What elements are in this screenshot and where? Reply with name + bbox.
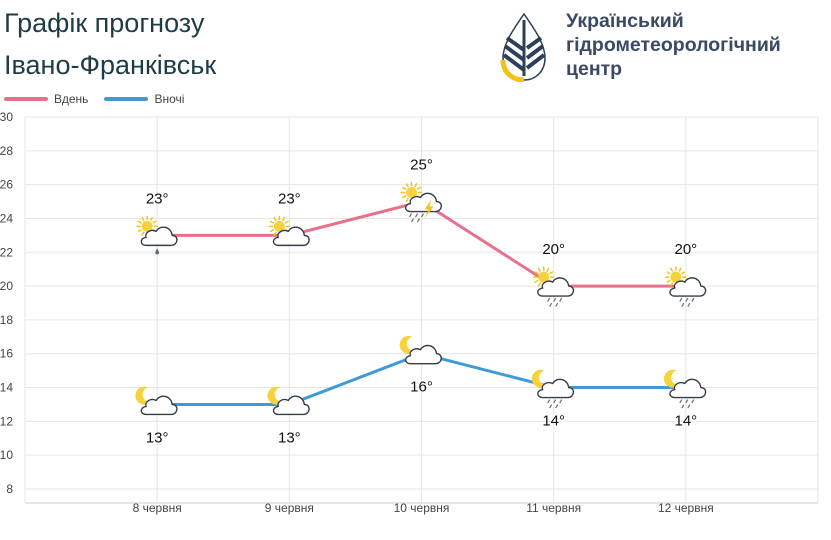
y-tick-label: 28 (0, 144, 13, 158)
day-temp-label: 23° (278, 190, 301, 207)
legend-swatch-night (104, 97, 149, 101)
chart-legend: Вдень Вночі (4, 92, 200, 106)
org-line: центр (566, 58, 623, 80)
sun-cloud-thunder-rain-icon (400, 181, 442, 223)
org-line: Український (566, 10, 684, 32)
x-tick-label: 10 червня (394, 501, 450, 515)
y-tick-label: 12 (0, 414, 13, 428)
moon-cloud-icon (267, 386, 310, 416)
legend-swatch-day (4, 97, 48, 101)
city-name: Івано-Франківськ (4, 50, 217, 80)
night-temp-label: 14° (542, 413, 565, 430)
org-line: гідрометеорологічний (566, 34, 781, 56)
y-tick-label: 24 (0, 211, 13, 225)
legend-item-night[interactable]: Вночі (104, 92, 184, 106)
y-tick-label: 8 (6, 482, 13, 496)
sun-cloud-drizzle-icon (136, 215, 178, 255)
moon-cloud-rain-icon (664, 369, 707, 409)
day-temp-label: 20° (674, 241, 697, 258)
y-tick-label: 18 (0, 313, 13, 327)
y-tick-label: 22 (0, 245, 13, 259)
sun-cloud-rain-icon (532, 266, 575, 307)
legend-label-day: Вдень (54, 92, 89, 106)
x-tick-label: 9 червня (265, 501, 314, 515)
night-temp-label: 13° (146, 429, 169, 446)
day-temp-label: 20° (542, 241, 565, 258)
y-tick-label: 14 (0, 381, 13, 395)
moon-cloud-icon (135, 386, 178, 416)
night-temp-label: 14° (674, 413, 697, 430)
moon-cloud-icon (399, 335, 442, 365)
y-tick-label: 26 (0, 178, 13, 192)
legend-item-day[interactable]: Вдень (4, 92, 88, 106)
night-temp-label: 13° (278, 429, 301, 446)
x-tick-label: 8 червня (133, 501, 182, 515)
x-tick-label: 11 червня (526, 501, 581, 515)
y-tick-label: 20 (0, 279, 13, 293)
day-temp-label: 25° (410, 157, 433, 174)
y-tick-label: 30 (0, 110, 13, 124)
organization-name: Український гідрометеорологічний центр (566, 9, 781, 81)
grid-lines (24, 116, 819, 504)
day-temp-label: 23° (146, 190, 169, 207)
x-tick-label: 12 червня (658, 501, 714, 515)
moon-cloud-rain-icon (531, 369, 575, 409)
y-tick-label: 16 (0, 347, 13, 361)
page-title: Графік прогнозу (4, 8, 205, 38)
hydromet-logo-icon (500, 12, 546, 82)
legend-label-night: Вночі (154, 92, 185, 106)
y-tick-label: 10 (0, 448, 13, 462)
sun-cloud-icon (268, 215, 310, 247)
sun-cloud-rain-icon (665, 266, 707, 307)
night-temp-label: 16° (410, 379, 433, 396)
